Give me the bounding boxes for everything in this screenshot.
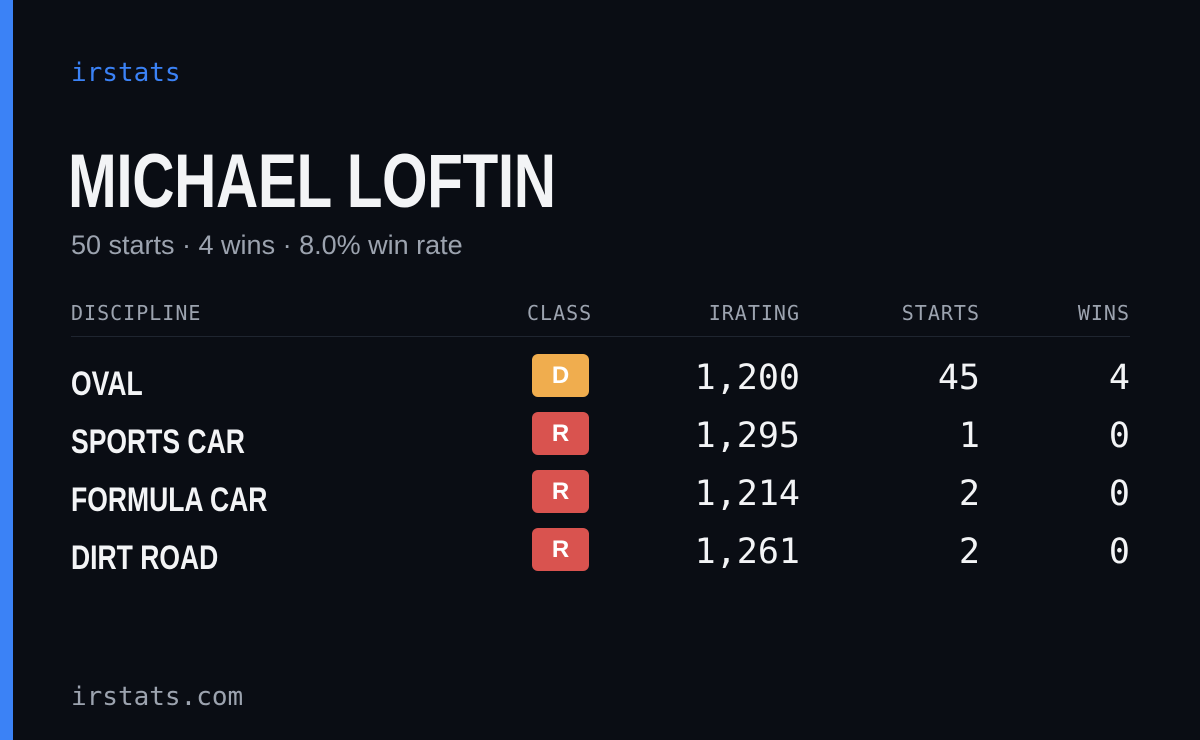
irating-value: 1,261 (694, 532, 800, 572)
table-row: OVAL D 1,200 45 4 (71, 354, 1130, 404)
class-badge: R (532, 412, 589, 455)
table-row: FORMULA CAR R 1,214 2 0 (71, 470, 1130, 520)
driver-summary: 50 starts · 4 wins · 8.0% win rate (71, 230, 463, 260)
starts-value: 2 (958, 532, 980, 572)
footer-url[interactable]: irstats.com (71, 682, 244, 712)
discipline-name: SPORTS CAR (71, 423, 245, 461)
driver-name: MICHAEL LOFTIN (68, 139, 556, 224)
table-row: SPORTS CAR R 1,295 1 0 (71, 412, 1130, 462)
discipline-name: DIRT ROAD (71, 539, 219, 577)
accent-bar (0, 0, 13, 740)
irating-value: 1,295 (694, 416, 800, 456)
wins-value: 0 (1108, 474, 1130, 514)
starts-value: 45 (937, 358, 980, 398)
starts-value: 1 (958, 416, 980, 456)
discipline-name: FORMULA CAR (71, 481, 268, 519)
header-starts: STARTS (901, 301, 980, 325)
header-irating: IRATING (708, 301, 800, 325)
brand-logo[interactable]: irstats (71, 58, 181, 88)
starts-value: 2 (958, 474, 980, 514)
header-class: CLASS (527, 301, 593, 325)
wins-value: 0 (1108, 532, 1130, 572)
discipline-name: OVAL (71, 365, 143, 403)
table-header: DISCIPLINE CLASS IRATING STARTS WINS (71, 300, 1130, 337)
wins-value: 4 (1108, 358, 1130, 398)
irating-value: 1,200 (694, 358, 800, 398)
class-badge: D (532, 354, 589, 397)
wins-value: 0 (1108, 416, 1130, 456)
header-wins: WINS (1077, 301, 1130, 325)
class-badge: R (532, 470, 589, 513)
table-row: DIRT ROAD R 1,261 2 0 (71, 528, 1130, 578)
class-badge: R (532, 528, 589, 571)
irating-value: 1,214 (694, 474, 800, 514)
header-discipline: DISCIPLINE (71, 301, 202, 325)
